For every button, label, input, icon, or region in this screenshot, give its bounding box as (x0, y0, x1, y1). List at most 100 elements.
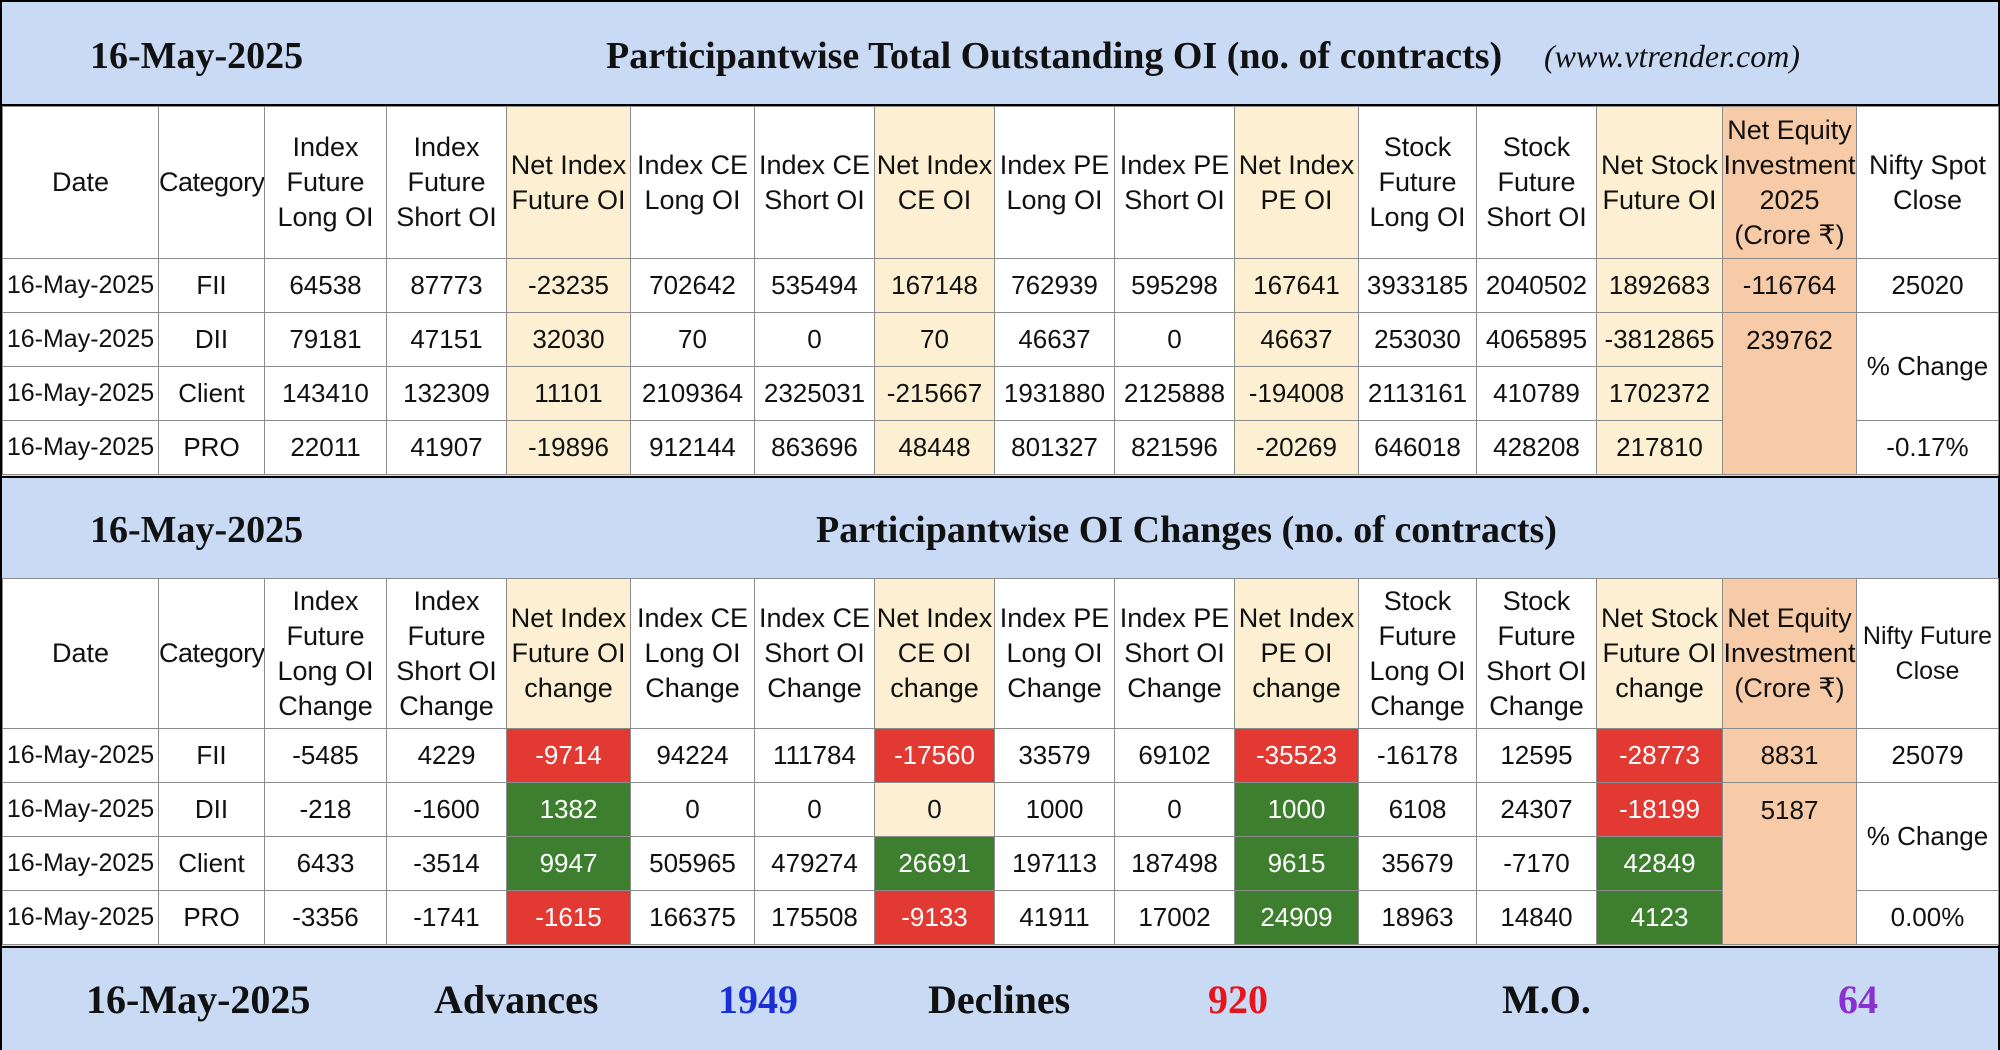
column-header: Net Equity Investment 2025 (Crore ₹) (1722, 106, 1857, 259)
table-cell: -5485 (264, 728, 387, 783)
table-row: 16-May-2025 PRO -3356 -1741 -1615 166375 17550… (2, 890, 1999, 945)
table-cell: 4123 (1596, 890, 1723, 945)
column-header: Net Index CE OI (874, 106, 995, 259)
table-cell: 1000 (994, 782, 1115, 837)
equity-investment-cell: 8831 (1722, 728, 1857, 783)
table-cell: 32030 (506, 312, 631, 367)
table-cell: -194008 (1234, 366, 1359, 421)
table-row: 16-May-2025 DII -218 -1600 1382 0 0 0 1000 0 1000 6… (2, 782, 1999, 891)
table-cell: 0 (754, 782, 875, 837)
table-cell: 70 (874, 312, 995, 367)
table-cell: 46637 (1234, 312, 1359, 367)
table-cell: 0 (630, 782, 755, 837)
table-cell: -218 (264, 782, 387, 837)
outstanding-oi-title: Participantwise Total Outstanding OI (no… (606, 35, 1503, 77)
table-cell: 197113 (994, 836, 1115, 891)
table-cell: 6108 (1358, 782, 1477, 837)
column-header: Stock Future Short OI Change (1476, 578, 1597, 729)
column-header: Net Stock Future OI (1596, 106, 1723, 259)
table-cell: -1600 (386, 782, 507, 837)
table-cell: -28773 (1596, 728, 1723, 783)
row-date: 16-May-2025 (2, 728, 159, 783)
table-cell: 1931880 (994, 366, 1115, 421)
nifty-close-value: 25079 (1856, 728, 1999, 783)
table-cell: 2325031 (754, 366, 875, 421)
table-cell: 3933185 (1358, 258, 1477, 313)
table-cell: 64538 (264, 258, 387, 313)
table-cell: 14840 (1476, 890, 1597, 945)
table-cell: 79181 (264, 312, 387, 367)
table-cell: 33579 (994, 728, 1115, 783)
table-row: 16-May-2025 FII -5485 4229 -9714 94224 111784-… (2, 728, 1999, 783)
table-cell: 24909 (1234, 890, 1359, 945)
column-header: Stock Future Long OI Change (1358, 578, 1477, 729)
table-cell: -3514 (386, 836, 507, 891)
table-cell: -1615 (506, 890, 631, 945)
oi-changes-banner: 16-May-2025 Participantwise OI Changes (… (2, 476, 1998, 580)
table-row: 16-May-2025 PRO 22011 41907 -19896 912144 8636… (2, 420, 1999, 475)
column-header: Net Equity Investment (Crore ₹) (1722, 578, 1857, 729)
table-cell: 187498 (1114, 836, 1235, 891)
table-cell: 143410 (264, 366, 387, 421)
column-header: Index PE Long OI Change (994, 578, 1115, 729)
table-cell: 41911 (994, 890, 1115, 945)
table-cell: -9714 (506, 728, 631, 783)
mo-value: 64 (1838, 977, 1878, 1022)
column-header: Index Future Long OI Change (264, 578, 387, 729)
column-header: Nifty Future Close (1856, 578, 1999, 729)
table-cell: 1702372 (1596, 366, 1723, 421)
table-cell: 0 (1114, 782, 1235, 837)
table-cell: 47151 (386, 312, 507, 367)
row-category: DII (158, 782, 265, 837)
table-cell: -35523 (1234, 728, 1359, 783)
table-cell: -18199 (1596, 782, 1723, 837)
column-header: Net Index CE OI change (874, 578, 995, 729)
table-row: 16-May-2025 DII 79181 47151 32030 70 0 70 46637 0… (2, 312, 1999, 421)
column-header: Net Index Future OI change (506, 578, 631, 729)
table-cell: 26691 (874, 836, 995, 891)
table-cell: -20269 (1234, 420, 1359, 475)
table-cell: 24307 (1476, 782, 1597, 837)
table-cell: 1892683 (1596, 258, 1723, 313)
row-category: PRO (158, 420, 265, 475)
table-row: 16-May-2025 FII 64538 87773 -23235 702642 5354… (2, 258, 1999, 313)
row-date: 16-May-2025 (2, 782, 159, 837)
column-header: Index CE Long OI (630, 106, 755, 259)
nifty-change-label: % Change (1856, 782, 1999, 891)
table-cell: 595298 (1114, 258, 1235, 313)
column-header: Stock Future Short OI (1476, 106, 1597, 259)
equity-investment-cell: 239762 (1722, 312, 1857, 367)
table-cell: 4229 (386, 728, 507, 783)
table-cell: 46637 (994, 312, 1115, 367)
table-cell: 2125888 (1114, 366, 1235, 421)
column-header: Net Index Future OI (506, 106, 631, 259)
column-header: Index CE Short OI Change (754, 578, 875, 729)
table-cell: 535494 (754, 258, 875, 313)
outstanding-oi-table: Date Category Index Future Long OI Index Fu… (2, 106, 1999, 475)
advances-label: Advances (434, 977, 599, 1022)
column-header: Net Index PE OI (1234, 106, 1359, 259)
nifty-change-label: % Change (1856, 312, 1999, 421)
equity-investment-cell (1722, 836, 1857, 945)
table-cell: 912144 (630, 420, 755, 475)
table-cell: -23235 (506, 258, 631, 313)
row-category: FII (158, 728, 265, 783)
table-cell: -215667 (874, 366, 995, 421)
table-cell: 702642 (630, 258, 755, 313)
banner-date: 16-May-2025 (90, 509, 304, 551)
row-category: DII (158, 312, 265, 367)
table-cell: 48448 (874, 420, 995, 475)
row-date: 16-May-2025 (2, 890, 159, 945)
site-credit: (www.vtrender.com) (1544, 38, 1800, 74)
table-cell: -16178 (1358, 728, 1477, 783)
nifty-change-value: 0.00% (1856, 890, 1999, 945)
table-cell: -17560 (874, 728, 995, 783)
column-header: Index PE Long OI (994, 106, 1115, 259)
table-cell: 762939 (994, 258, 1115, 313)
column-header: Net Stock Future OI change (1596, 578, 1723, 729)
table-cell: 12595 (1476, 728, 1597, 783)
table-cell: -1741 (386, 890, 507, 945)
column-header: Index Future Long OI (264, 106, 387, 259)
equity-investment-cell: 5187 (1722, 782, 1857, 837)
